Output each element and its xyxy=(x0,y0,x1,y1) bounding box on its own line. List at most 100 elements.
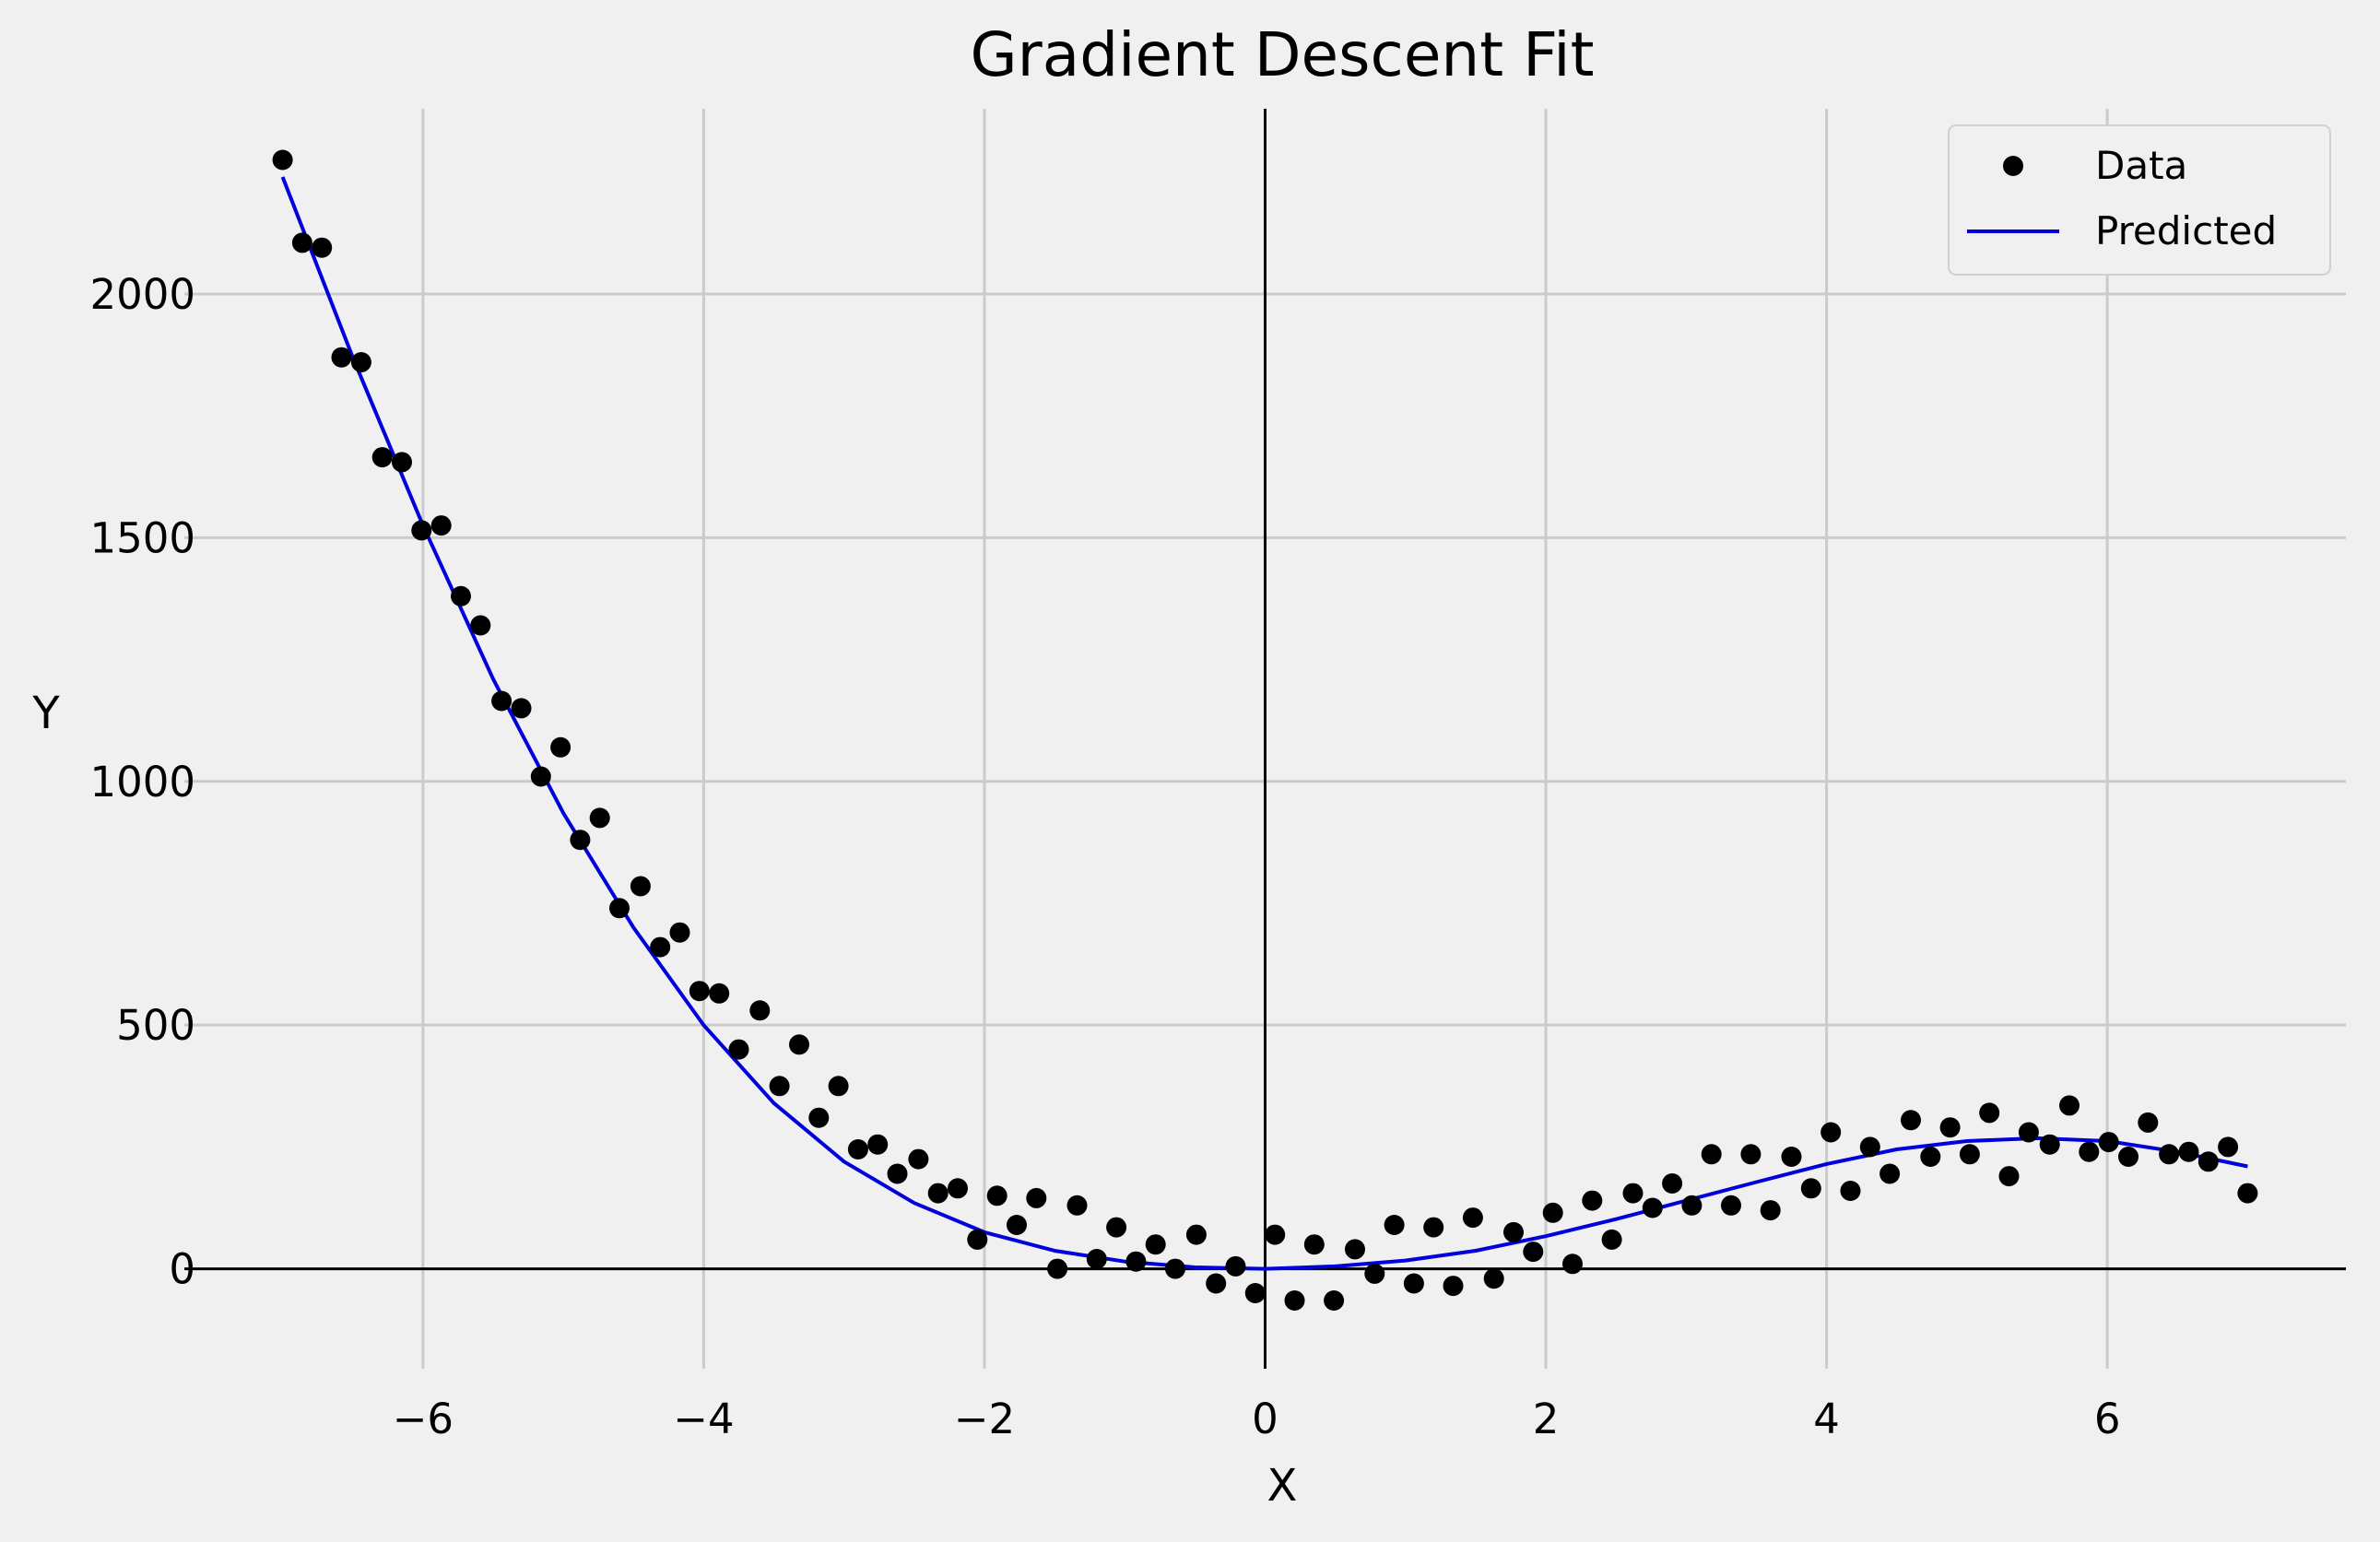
data-point xyxy=(927,1183,948,1204)
data-point xyxy=(609,898,630,919)
predicted-line-layer xyxy=(280,176,2248,1271)
data-point xyxy=(1403,1273,1424,1294)
data-point xyxy=(908,1148,929,1170)
legend-box xyxy=(1948,124,2331,276)
data-point xyxy=(1423,1217,1444,1238)
data-point xyxy=(1066,1195,1088,1216)
data-point xyxy=(728,1039,749,1060)
data-point xyxy=(570,830,591,851)
data-point xyxy=(749,1000,771,1021)
data-point xyxy=(1185,1224,1207,1245)
data-point xyxy=(2118,1147,2138,1167)
data-point xyxy=(2098,1132,2119,1153)
data-point xyxy=(1026,1187,1047,1208)
y-tick-label: 500 xyxy=(116,1001,195,1050)
data-point xyxy=(1086,1249,1107,1269)
y-tick-labels: 0 500 1000 1500 2000 xyxy=(89,270,195,1294)
data-point xyxy=(1007,1215,1027,1235)
data-point xyxy=(1959,1144,1980,1165)
data-point xyxy=(312,237,333,258)
data-point xyxy=(1920,1147,1941,1167)
data-point xyxy=(272,149,293,171)
data-point xyxy=(1106,1217,1127,1238)
data-point xyxy=(630,876,651,897)
data-point xyxy=(1859,1136,1880,1158)
x-tick-label: 6 xyxy=(2094,1395,2121,1443)
data-point xyxy=(1345,1239,1365,1260)
data-point xyxy=(808,1107,830,1128)
data-point xyxy=(491,690,513,712)
x-tick-label: 4 xyxy=(1813,1395,1840,1443)
data-point xyxy=(1740,1144,1761,1165)
data-point xyxy=(2059,1095,2080,1116)
predicted-line xyxy=(280,176,2248,1271)
data-point xyxy=(1225,1255,1246,1277)
legend-label-predicted: Predicted xyxy=(2095,208,2277,253)
data-point xyxy=(847,1139,868,1159)
data-point xyxy=(331,347,352,368)
data-point xyxy=(1284,1290,1305,1311)
legend: Data Predicted xyxy=(1948,124,2331,276)
data-point xyxy=(550,736,571,758)
data-point xyxy=(769,1076,790,1097)
data-point xyxy=(1562,1254,1583,1275)
data-point xyxy=(1542,1202,1563,1223)
data-point xyxy=(2218,1136,2239,1158)
data-point xyxy=(967,1229,988,1250)
data-point xyxy=(291,232,312,253)
data-point xyxy=(1265,1224,1286,1245)
data-point xyxy=(371,447,393,468)
data-point xyxy=(1901,1110,1921,1131)
x-tick-labels: −6 −4 −2 0 2 4 6 xyxy=(393,1395,2121,1443)
data-point xyxy=(1206,1273,1227,1294)
data-point xyxy=(867,1134,889,1155)
data-point xyxy=(2039,1134,2060,1155)
data-point xyxy=(1303,1234,1325,1255)
x-axis-label: X xyxy=(1267,1460,1298,1512)
data-point xyxy=(530,766,551,787)
data-point xyxy=(1820,1122,1842,1143)
data-point xyxy=(709,983,730,1004)
data-point xyxy=(689,981,710,1002)
x-tick-label: 0 xyxy=(1252,1395,1278,1443)
y-axis-label: Y xyxy=(31,688,60,739)
data-point xyxy=(1462,1207,1483,1229)
legend-data-marker xyxy=(2003,156,2023,176)
data-point xyxy=(1364,1263,1385,1284)
data-point xyxy=(1324,1290,1345,1311)
data-point xyxy=(1721,1195,1741,1216)
data-point xyxy=(1384,1215,1405,1235)
data-point xyxy=(650,936,671,958)
data-point xyxy=(1681,1195,1703,1216)
data-point xyxy=(1662,1173,1683,1194)
data-point xyxy=(470,615,491,636)
data-point xyxy=(2138,1112,2159,1133)
y-tick-label: 1500 xyxy=(89,513,195,562)
chart-title: Gradient Descent Fit xyxy=(970,19,1594,90)
data-point xyxy=(1998,1166,2020,1187)
data-points-layer xyxy=(272,149,2258,1311)
data-point xyxy=(2018,1122,2039,1143)
y-tick-label: 0 xyxy=(169,1245,195,1294)
data-point xyxy=(1840,1181,1861,1201)
x-tick-label: 2 xyxy=(1533,1395,1560,1443)
data-point xyxy=(511,698,532,719)
data-point xyxy=(1125,1251,1147,1272)
data-point xyxy=(1701,1144,1722,1165)
data-point xyxy=(392,452,412,473)
data-point xyxy=(1760,1200,1781,1221)
data-point xyxy=(986,1185,1007,1207)
data-point xyxy=(1047,1258,1068,1279)
data-point xyxy=(789,1034,809,1055)
data-point xyxy=(828,1076,849,1097)
data-point xyxy=(1601,1229,1622,1250)
data-point xyxy=(1443,1276,1464,1297)
data-point xyxy=(1145,1234,1166,1255)
data-point xyxy=(1642,1197,1663,1218)
data-point xyxy=(1165,1258,1185,1279)
data-point xyxy=(451,585,471,606)
data-point xyxy=(2178,1141,2199,1162)
y-tick-label: 2000 xyxy=(89,270,195,319)
data-point xyxy=(1244,1283,1266,1303)
